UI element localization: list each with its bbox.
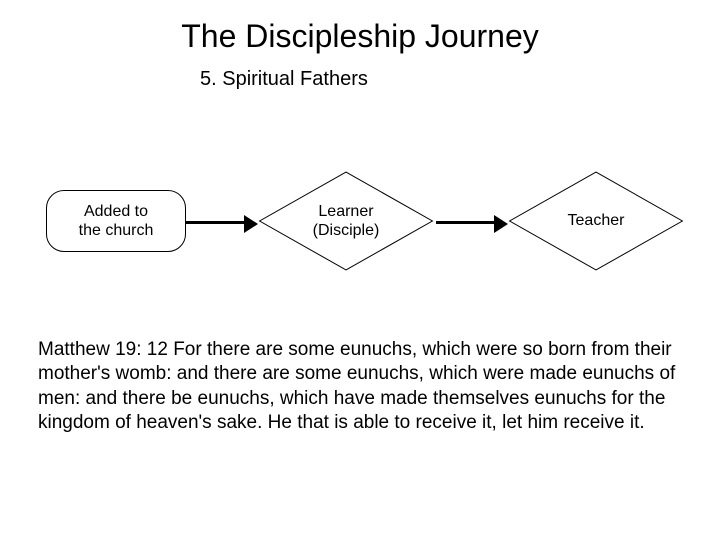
edge-learner-to-teacher xyxy=(436,221,494,224)
node-added-label: Added tothe church xyxy=(79,202,154,240)
node-added: Added tothe church xyxy=(46,190,186,252)
node-teacher-label: Teacher xyxy=(568,211,625,230)
flow-diagram: Added tothe church Learner(Disciple) Tea… xyxy=(0,170,720,290)
node-learner-label: Learner(Disciple) xyxy=(313,202,380,240)
slide: The Discipleship Journey 5. Spiritual Fa… xyxy=(0,0,720,540)
edge-added-to-learner xyxy=(186,221,244,224)
page-title: The Discipleship Journey xyxy=(0,18,720,55)
page-subtitle: 5. Spiritual Fathers xyxy=(200,68,368,91)
scripture-paragraph: Matthew 19: 12 For there are some eunuch… xyxy=(38,338,690,435)
node-teacher: Teacher xyxy=(506,170,686,272)
node-learner: Learner(Disciple) xyxy=(256,170,436,272)
